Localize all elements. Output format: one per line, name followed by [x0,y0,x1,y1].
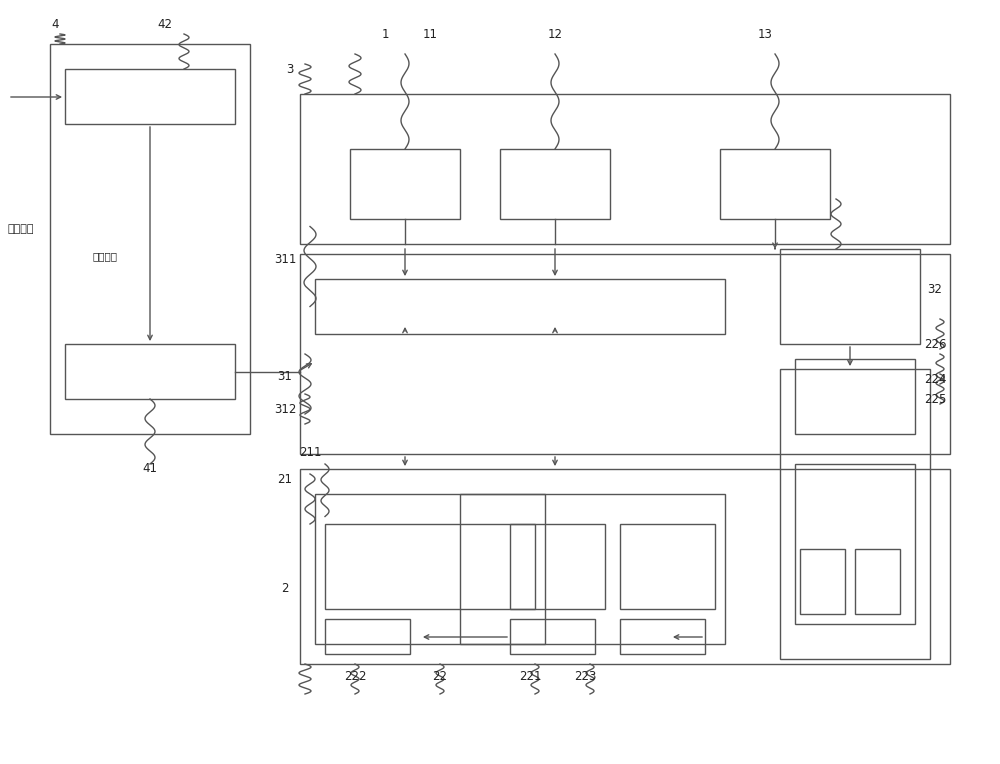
Text: 可获电能: 可获电能 [92,251,118,261]
Bar [500,149,610,219]
Bar [460,494,725,644]
Bar [510,524,605,609]
Bar [325,524,535,609]
Bar [795,359,915,434]
Bar [350,149,460,219]
Text: 211: 211 [299,445,321,458]
Bar [720,149,830,219]
Text: 311: 311 [274,252,296,266]
Text: 312: 312 [274,403,296,416]
Text: 2: 2 [281,582,289,595]
Bar [620,619,705,654]
Text: 41: 41 [143,462,158,475]
Bar [300,254,950,454]
Text: 32: 32 [928,283,942,296]
Text: 221: 221 [519,669,541,682]
Text: 226: 226 [924,338,946,351]
Text: 4: 4 [51,18,59,31]
Text: 223: 223 [574,669,596,682]
Bar [510,619,595,654]
Bar [300,94,950,244]
Bar [315,279,725,334]
Text: 11: 11 [422,28,438,40]
Bar [325,619,410,654]
Text: 225: 225 [924,393,946,406]
Text: 1: 1 [381,28,389,40]
Bar [795,464,915,624]
Bar [800,549,845,614]
Text: 224: 224 [924,373,946,386]
Bar [855,549,900,614]
Bar [315,494,545,644]
Text: 21: 21 [278,472,292,485]
Text: 13: 13 [758,28,772,40]
Bar [65,344,235,399]
Text: 12: 12 [548,28,562,40]
Bar [780,249,920,344]
Text: 42: 42 [158,18,173,31]
Bar [65,69,235,124]
Text: 天气预报: 天气预报 [7,224,34,234]
Text: 31: 31 [278,370,292,383]
Text: 3: 3 [286,63,294,76]
Text: 222: 222 [344,669,366,682]
Text: 22: 22 [433,669,448,682]
Bar [780,369,930,659]
Bar [50,44,250,434]
Bar [300,469,950,664]
Bar [620,524,715,609]
